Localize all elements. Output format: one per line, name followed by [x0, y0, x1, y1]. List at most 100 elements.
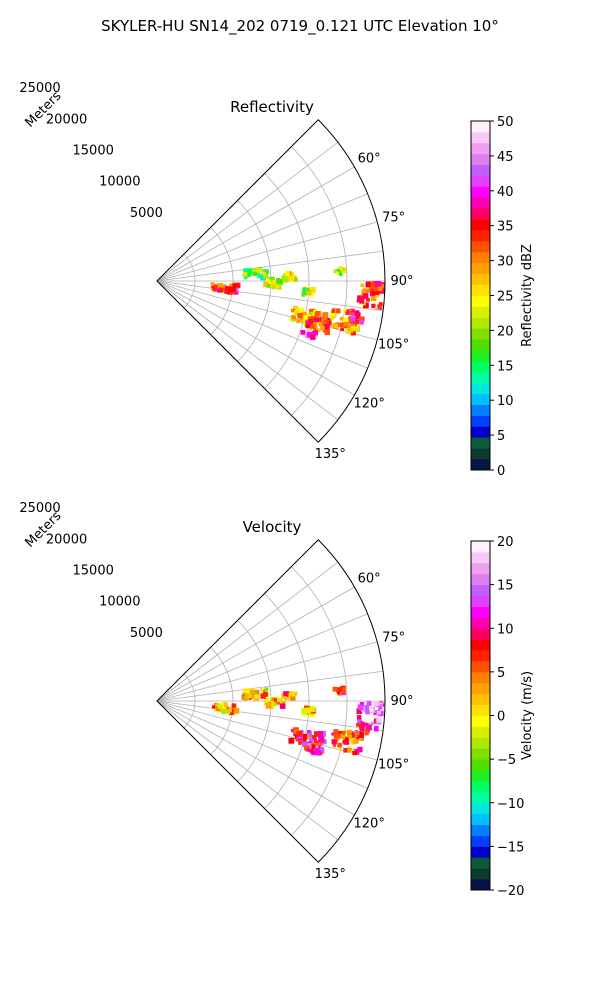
- radial-tick-label: 10000: [99, 595, 140, 610]
- echo-cell: [307, 730, 311, 734]
- echo-cell: [298, 741, 302, 745]
- azimuth-tick-label: 135°: [315, 867, 346, 882]
- echo-cell: [303, 319, 308, 324]
- echo-cell: [301, 707, 308, 714]
- colorbar-tick-label: 20: [497, 324, 514, 339]
- echo-cell: [221, 709, 226, 715]
- echo-cell: [343, 739, 349, 745]
- echo-cell: [348, 328, 354, 333]
- colorbar-swatch: [471, 382, 490, 395]
- echo-cell: [355, 736, 360, 741]
- echo-cell: [333, 729, 339, 735]
- colorbar-swatch: [471, 660, 490, 673]
- echo-cell: [333, 269, 338, 274]
- colorbar-swatch: [471, 295, 490, 307]
- echo-cell: [322, 739, 327, 745]
- echo-cell: [282, 276, 289, 283]
- grid-spoke: [156, 280, 339, 421]
- echo-cell: [361, 289, 366, 294]
- colorbar-tick-label: 35: [497, 220, 514, 235]
- colorbar-tick-label: 10: [497, 622, 514, 637]
- azimuth-tick-label: 135°: [315, 447, 346, 462]
- colorbar-swatch: [471, 868, 490, 880]
- echo-cell: [374, 306, 379, 311]
- echo-cell: [340, 733, 346, 739]
- azimuth-tick-label: 105°: [378, 337, 409, 352]
- echo-cell: [350, 732, 356, 738]
- grid-spoke: [156, 670, 384, 702]
- echo-cell: [256, 267, 262, 273]
- echo-cell: [310, 287, 316, 293]
- echo-cell: [234, 287, 239, 292]
- echo-cell: [378, 302, 383, 307]
- reflectivity-title: Reflectivity: [230, 98, 314, 116]
- colorbar-swatch: [471, 142, 490, 155]
- colorbar-swatch: [471, 639, 490, 651]
- echo-cell: [260, 688, 264, 692]
- echo-cell: [311, 744, 317, 750]
- echo-cell: [323, 320, 329, 326]
- echo-cell: [376, 703, 382, 710]
- grid-spoke: [156, 700, 368, 789]
- colorbar-swatch: [471, 339, 490, 351]
- echo-cell: [232, 283, 237, 288]
- echo-cell: [359, 320, 364, 325]
- echo-cell: [337, 687, 342, 692]
- echo-cell: [289, 317, 293, 321]
- echo-cell: [331, 732, 335, 736]
- colorbar-swatch: [471, 759, 490, 771]
- echo-cell: [335, 308, 341, 314]
- echo-cell: [306, 332, 313, 338]
- colorbar-swatch: [471, 846, 490, 858]
- colorbar-tick-label: 0: [497, 464, 505, 479]
- echo-cell: [362, 293, 369, 299]
- echo-cell: [243, 268, 249, 274]
- echo-cell: [339, 266, 343, 271]
- echo-cell: [357, 732, 364, 738]
- colorbar-tick-label: 5: [497, 429, 505, 444]
- radial-tick-label: 25000: [19, 501, 60, 516]
- echo-cell: [271, 697, 275, 701]
- echo-cell: [306, 290, 312, 296]
- echo-cell: [379, 304, 383, 309]
- echo-cell: [224, 286, 229, 290]
- colorbar-tick-label: 25: [497, 290, 514, 305]
- echo-cell: [333, 744, 337, 748]
- echo-cell: [228, 707, 234, 713]
- colorbar-swatch: [471, 426, 490, 438]
- echo-cell: [251, 693, 257, 699]
- grid-spoke: [156, 250, 384, 282]
- echo-cell: [302, 711, 307, 717]
- colorbar-swatch: [471, 802, 490, 815]
- azimuth-tick-label: 90°: [390, 274, 413, 289]
- echo-cell: [363, 705, 370, 712]
- echo-cell: [339, 317, 344, 321]
- colorbar-swatch: [471, 273, 490, 285]
- echo-cell: [269, 276, 275, 283]
- echo-cell: [370, 283, 377, 289]
- echo-cell: [215, 287, 219, 292]
- echo-cell: [289, 272, 294, 277]
- echo-cell: [305, 323, 311, 329]
- echo-cell: [355, 731, 360, 736]
- colorbar-swatch: [471, 208, 490, 220]
- echo-cell: [249, 689, 255, 695]
- colorbar-tick-label: 50: [497, 115, 514, 130]
- echo-cell: [344, 729, 348, 734]
- echo-cell: [352, 750, 357, 756]
- echo-cell: [279, 703, 286, 709]
- echo-cell: [344, 318, 348, 322]
- echo-cell: [299, 307, 305, 313]
- echo-cell: [293, 691, 298, 696]
- colorbar-swatch: [471, 748, 490, 760]
- echo-cell: [308, 738, 314, 743]
- echo-cell: [347, 734, 353, 739]
- echo-cell: [281, 700, 286, 706]
- echo-cell: [333, 733, 340, 739]
- reflectivity-colorbar: 0 5 10 15 20 25 30 35 40 45 50: [470, 115, 514, 479]
- colorbar-tick-label: −5: [497, 753, 516, 768]
- colorbar-tick-label: −15: [497, 840, 524, 855]
- colorbar-swatch: [471, 306, 490, 318]
- echo-cell: [254, 694, 259, 700]
- echo-cell: [358, 316, 364, 322]
